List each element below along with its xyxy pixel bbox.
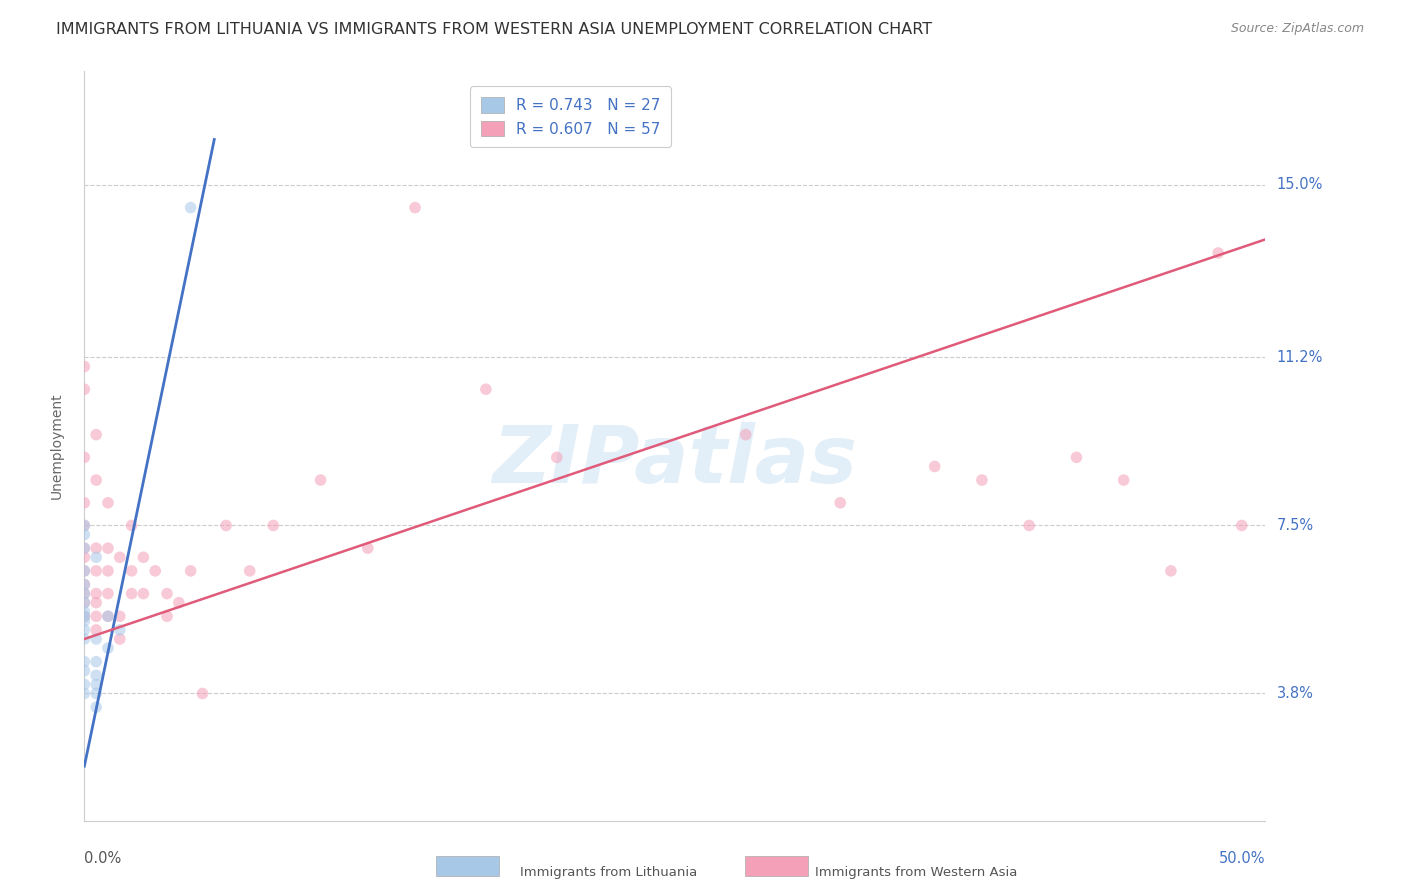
Point bbox=[546, 450, 568, 465]
Point bbox=[97, 609, 120, 624]
Text: Immigrants from Lithuania: Immigrants from Lithuania bbox=[520, 866, 697, 879]
Point bbox=[84, 686, 107, 700]
Point bbox=[924, 459, 946, 474]
Point bbox=[1066, 450, 1088, 465]
Point bbox=[73, 609, 96, 624]
Point bbox=[73, 518, 96, 533]
Point bbox=[73, 518, 96, 533]
Point bbox=[734, 427, 756, 442]
Point bbox=[97, 564, 120, 578]
Point bbox=[73, 677, 96, 691]
Point bbox=[84, 655, 107, 669]
Point bbox=[73, 623, 96, 637]
Point bbox=[167, 596, 190, 610]
Point bbox=[73, 686, 96, 700]
Text: IMMIGRANTS FROM LITHUANIA VS IMMIGRANTS FROM WESTERN ASIA UNEMPLOYMENT CORRELATI: IMMIGRANTS FROM LITHUANIA VS IMMIGRANTS … bbox=[56, 22, 932, 37]
Point bbox=[73, 359, 96, 374]
Point bbox=[73, 664, 96, 678]
Point bbox=[121, 564, 143, 578]
Point bbox=[1018, 518, 1040, 533]
Text: 3.8%: 3.8% bbox=[1277, 686, 1313, 701]
Point bbox=[97, 609, 120, 624]
Point bbox=[84, 668, 107, 682]
Text: 15.0%: 15.0% bbox=[1277, 178, 1323, 193]
Point bbox=[84, 677, 107, 691]
Point bbox=[73, 541, 96, 556]
Point bbox=[73, 605, 96, 619]
Point bbox=[357, 541, 380, 556]
Point bbox=[215, 518, 238, 533]
Point bbox=[73, 609, 96, 624]
Point bbox=[132, 586, 155, 600]
Point bbox=[84, 623, 107, 637]
Point bbox=[156, 586, 179, 600]
Point bbox=[73, 496, 96, 510]
Point bbox=[84, 550, 107, 565]
Point bbox=[73, 564, 96, 578]
Text: Source: ZipAtlas.com: Source: ZipAtlas.com bbox=[1230, 22, 1364, 36]
Point bbox=[73, 586, 96, 600]
Point bbox=[73, 550, 96, 565]
Point bbox=[108, 632, 131, 646]
Point bbox=[84, 427, 107, 442]
Point bbox=[97, 496, 120, 510]
Point bbox=[84, 564, 107, 578]
Point bbox=[309, 473, 332, 487]
Point bbox=[73, 596, 96, 610]
Point bbox=[180, 201, 202, 215]
Point bbox=[1206, 246, 1229, 260]
Point bbox=[73, 577, 96, 591]
Point bbox=[1112, 473, 1135, 487]
Point bbox=[1230, 518, 1253, 533]
Point bbox=[132, 550, 155, 565]
Point bbox=[73, 382, 96, 396]
Point bbox=[121, 518, 143, 533]
Point bbox=[262, 518, 284, 533]
Text: 11.2%: 11.2% bbox=[1277, 350, 1323, 365]
Point bbox=[404, 201, 426, 215]
Point bbox=[97, 541, 120, 556]
Point bbox=[73, 655, 96, 669]
Point bbox=[84, 586, 107, 600]
Point bbox=[180, 564, 202, 578]
Text: Immigrants from Western Asia: Immigrants from Western Asia bbox=[815, 866, 1018, 879]
Legend: R = 0.743   N = 27, R = 0.607   N = 57: R = 0.743 N = 27, R = 0.607 N = 57 bbox=[470, 87, 671, 147]
Point bbox=[73, 577, 96, 591]
Point bbox=[84, 700, 107, 714]
Point bbox=[108, 609, 131, 624]
Point bbox=[121, 586, 143, 600]
Point bbox=[73, 541, 96, 556]
Point bbox=[970, 473, 993, 487]
Point bbox=[475, 382, 498, 396]
Text: 0.0%: 0.0% bbox=[84, 851, 121, 866]
Text: 50.0%: 50.0% bbox=[1219, 851, 1265, 866]
Point bbox=[73, 564, 96, 578]
Point bbox=[84, 541, 107, 556]
Text: 7.5%: 7.5% bbox=[1277, 518, 1313, 533]
Point bbox=[73, 596, 96, 610]
Point bbox=[73, 450, 96, 465]
Point bbox=[84, 632, 107, 646]
Point bbox=[97, 641, 120, 656]
Point bbox=[156, 609, 179, 624]
Point bbox=[97, 586, 120, 600]
Y-axis label: Unemployment: Unemployment bbox=[49, 392, 63, 500]
Text: ZIPatlas: ZIPatlas bbox=[492, 422, 858, 500]
Point bbox=[108, 623, 131, 637]
Point bbox=[108, 550, 131, 565]
Point bbox=[73, 632, 96, 646]
Point bbox=[143, 564, 166, 578]
Point bbox=[239, 564, 262, 578]
Point bbox=[84, 596, 107, 610]
Point bbox=[73, 527, 96, 541]
Point bbox=[84, 609, 107, 624]
Point bbox=[191, 686, 214, 700]
Point bbox=[1160, 564, 1182, 578]
Point bbox=[73, 586, 96, 600]
Point bbox=[84, 473, 107, 487]
Point bbox=[830, 496, 852, 510]
Point bbox=[73, 614, 96, 628]
